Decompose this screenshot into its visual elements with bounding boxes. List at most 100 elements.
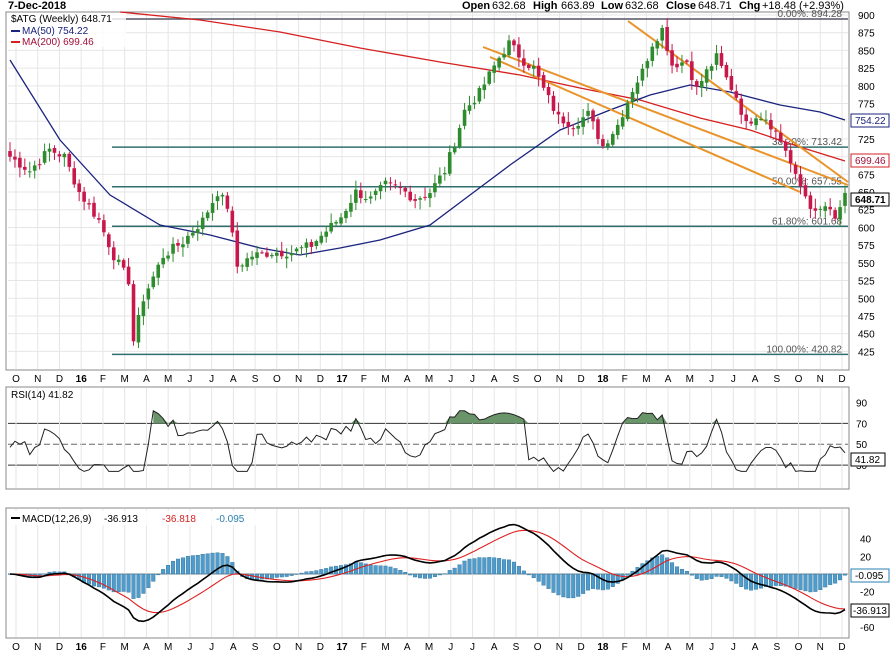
candle-body xyxy=(769,120,773,130)
macd-last-tag: -36.913 xyxy=(850,603,890,618)
macd-histogram-bar xyxy=(462,560,467,575)
macd-histogram-bar xyxy=(423,573,428,579)
candle-body xyxy=(433,183,437,193)
candle-body xyxy=(289,253,294,256)
candle-body xyxy=(195,229,200,234)
candle-body xyxy=(492,65,497,73)
candle-body xyxy=(818,208,823,210)
macd-legend-signal: -36.818 xyxy=(162,514,196,525)
macd-histogram-bar xyxy=(783,573,788,587)
macd-histogram-bar xyxy=(586,573,591,591)
candle-body xyxy=(739,98,744,115)
candle-body xyxy=(828,206,832,210)
candle-body xyxy=(77,183,81,193)
x-axis-tick-label: A xyxy=(665,642,672,653)
macd-histogram-bar xyxy=(477,557,482,575)
x-axis-tick-label: S xyxy=(773,374,780,385)
macd-y-tick-label: -20 xyxy=(860,588,875,599)
low-label: Low xyxy=(601,0,623,12)
last-price-tag: 648.71 xyxy=(850,192,890,207)
candle-body xyxy=(225,195,230,209)
x-axis-tick-label: J xyxy=(470,374,475,385)
macd-histogram-bar xyxy=(759,573,764,589)
x-axis-tick-label: S xyxy=(252,374,259,385)
x-axis-tick-label: M xyxy=(686,642,694,653)
candle-body xyxy=(191,232,195,236)
candle-body xyxy=(161,257,165,265)
legend-symbol: $ATG (Weekly) 648.71 xyxy=(11,14,112,25)
macd-histogram-bar xyxy=(353,561,358,575)
rsi-y-axis: 30 50 70 90 xyxy=(856,398,868,472)
x-axis-tick-label: A xyxy=(491,374,498,385)
candle-body xyxy=(754,118,758,126)
x-axis-tick-label: O xyxy=(273,374,281,385)
open-value: 632.68 xyxy=(492,0,526,12)
x-axis-tick-label: O xyxy=(12,642,20,653)
price-y-tick-label: 775 xyxy=(858,100,875,111)
candle-body xyxy=(324,231,329,237)
ma200-line xyxy=(119,11,846,162)
x-axis-tick-label: S xyxy=(252,642,259,653)
macd-histogram-bar xyxy=(773,573,778,586)
candle-body xyxy=(210,202,215,213)
candle-body xyxy=(235,230,240,267)
x-axis-tick-label: M xyxy=(381,642,389,653)
candle-body xyxy=(591,110,595,122)
x-axis-tick-label: O xyxy=(12,374,20,385)
macd-histogram-bar xyxy=(393,568,398,575)
macd-histogram-bar xyxy=(536,573,541,582)
macd-histogram-bar xyxy=(467,558,472,575)
macd-histogram-bar xyxy=(615,573,620,584)
fib-level-label: 0.00%: 894.28 xyxy=(778,9,843,20)
candle-body xyxy=(838,207,842,220)
candle-body xyxy=(546,87,551,96)
candle-body xyxy=(126,266,131,285)
candle-body xyxy=(205,212,210,219)
rsi-overbought-area xyxy=(153,410,717,424)
candle-body xyxy=(556,111,561,115)
macd-histogram-bar xyxy=(175,558,180,575)
macd-histogram-bar xyxy=(610,573,615,587)
macd-histogram-bar xyxy=(101,573,106,589)
candle-body xyxy=(428,193,432,199)
macd-histogram-bar xyxy=(665,557,670,575)
macd-panel-frame xyxy=(5,507,850,639)
ma200-line-group xyxy=(119,11,846,162)
macd-histogram-bar xyxy=(531,573,536,578)
candle-body xyxy=(709,66,714,71)
candle-body xyxy=(220,194,225,197)
candle-body xyxy=(438,175,442,184)
price-x-axis: O N D 16 F M A M J J A S O N D 17 F M A M J J A S O N D 18 F M A M J J A S O… xyxy=(12,374,846,385)
macd-last-tag-text: -36.913 xyxy=(853,606,887,617)
macd-histogram-bar xyxy=(546,573,551,589)
candle-body xyxy=(13,156,17,160)
candle-body xyxy=(442,173,447,175)
candle-body xyxy=(329,222,333,232)
candle-body xyxy=(260,252,264,254)
candle-body xyxy=(522,58,526,66)
candle-body xyxy=(571,128,576,130)
candle-body xyxy=(690,61,694,81)
x-axis-tick-label: A xyxy=(143,642,150,653)
candle-body xyxy=(833,210,837,219)
macd-histogram-bar xyxy=(521,570,526,575)
price-y-tick-label: 425 xyxy=(858,347,875,358)
x-axis-tick-label: J xyxy=(731,374,736,385)
x-axis-tick-label: S xyxy=(513,642,520,653)
x-axis-tick-label: D xyxy=(838,642,845,653)
candle-body xyxy=(517,44,521,58)
macd-histogram-bar xyxy=(556,573,561,596)
macd-histogram-bar xyxy=(304,571,309,575)
candle-body xyxy=(349,202,353,212)
candle-body xyxy=(309,242,314,247)
candle-body xyxy=(601,139,605,147)
macd-histogram-bar xyxy=(185,556,190,575)
price-y-tick-label: 625 xyxy=(858,206,875,217)
x-axis-tick-label: N xyxy=(295,374,302,385)
rsi-y-tick-label: 50 xyxy=(856,440,868,451)
macd-histogram-bar xyxy=(166,565,171,575)
candle-body xyxy=(586,110,590,116)
candle-body xyxy=(487,71,492,84)
macd-histogram-bar xyxy=(803,573,808,592)
